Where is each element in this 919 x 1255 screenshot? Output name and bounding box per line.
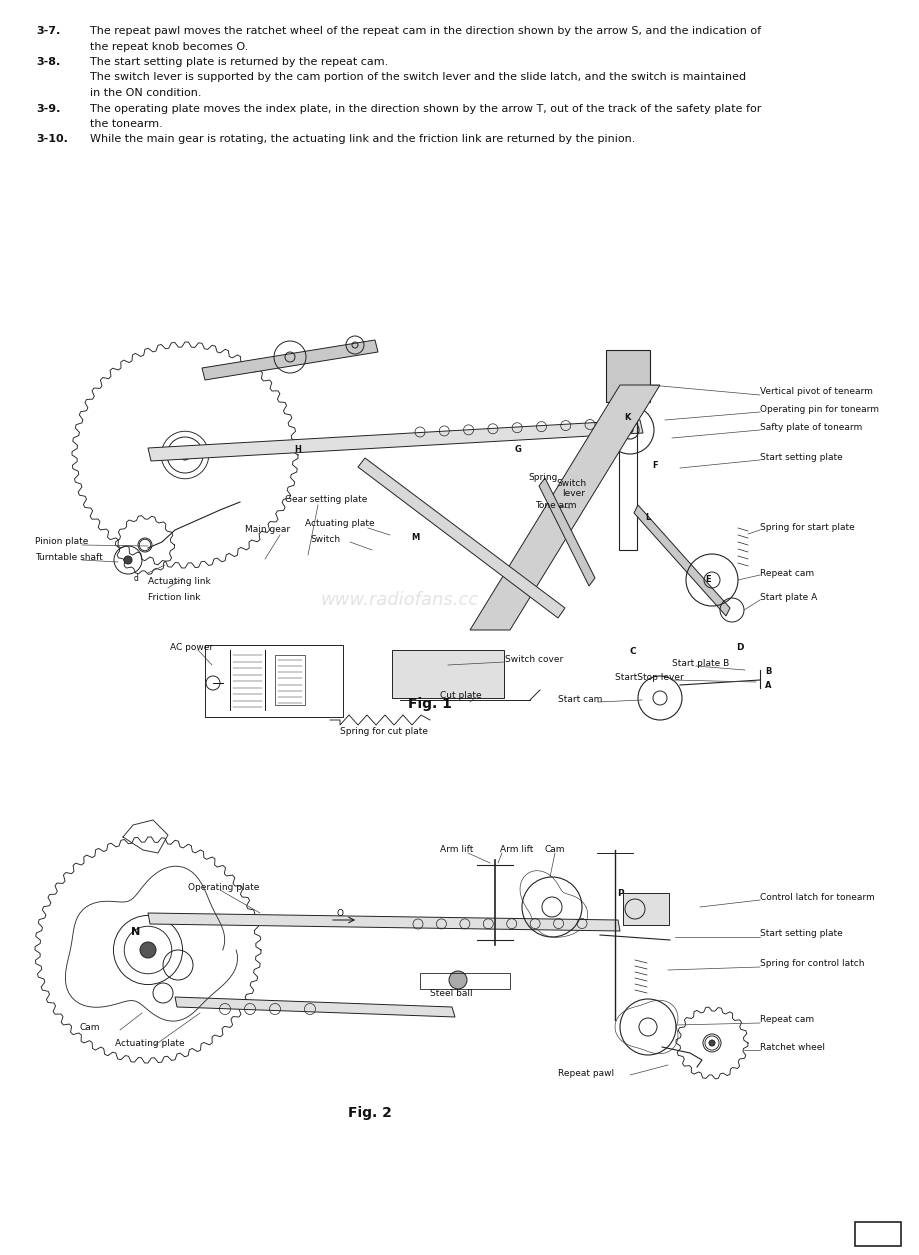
Text: B: B [765, 668, 770, 676]
Circle shape [709, 1040, 714, 1045]
Text: Actuating plate: Actuating plate [115, 1038, 185, 1048]
Bar [618, 405, 636, 550]
Text: Switch cover: Switch cover [505, 655, 562, 664]
Text: Start plate A: Start plate A [759, 594, 816, 602]
Text: Fig. 2: Fig. 2 [347, 1106, 391, 1119]
Text: Start setting plate: Start setting plate [759, 930, 842, 939]
Text: L: L [644, 513, 650, 522]
Text: Friction link: Friction link [148, 594, 200, 602]
Polygon shape [539, 478, 595, 586]
Circle shape [180, 451, 190, 461]
Text: Main gear: Main gear [244, 526, 289, 535]
Text: Gear setting plate: Gear setting plate [285, 496, 367, 505]
Text: Ratchet wheel: Ratchet wheel [759, 1043, 824, 1052]
Bar [622, 894, 668, 925]
Text: Turntable shaft: Turntable shaft [35, 553, 103, 562]
Text: the repeat knob becomes O.: the repeat knob becomes O. [90, 41, 248, 51]
Text: D: D [735, 643, 743, 651]
Text: The start setting plate is returned by the repeat cam.: The start setting plate is returned by t… [90, 56, 388, 67]
Text: Cam: Cam [544, 846, 565, 855]
Text: Spring for cut plate: Spring for cut plate [340, 728, 427, 737]
Polygon shape [633, 505, 729, 616]
Polygon shape [357, 458, 564, 617]
Text: Start cam: Start cam [558, 695, 602, 704]
Text: K: K [623, 413, 630, 423]
Bar [854, 1222, 900, 1246]
Text: Repeat cam: Repeat cam [759, 569, 813, 577]
Text: AC power: AC power [170, 643, 213, 651]
Text: 3-9.: 3-9. [36, 103, 61, 113]
Text: The operating plate moves the index plate, in the direction shown by the arrow T: The operating plate moves the index plat… [90, 103, 761, 113]
Text: Operating plate: Operating plate [187, 882, 259, 891]
Text: A: A [765, 681, 771, 690]
Text: Switch: Switch [555, 479, 585, 488]
Bar [275, 655, 305, 705]
Text: F: F [652, 461, 657, 469]
Bar [420, 973, 509, 989]
Polygon shape [148, 420, 642, 461]
Text: Tone arm: Tone arm [535, 502, 576, 511]
Text: Repeat cam: Repeat cam [759, 1015, 813, 1024]
Text: O: O [336, 909, 343, 917]
Text: Arm lift: Arm lift [439, 846, 473, 855]
Text: Vertical pivot of tenearm: Vertical pivot of tenearm [759, 388, 872, 397]
Text: Spring for control latch: Spring for control latch [759, 960, 864, 969]
Text: P: P [616, 889, 623, 897]
Circle shape [448, 971, 467, 989]
Text: M: M [411, 533, 419, 542]
Bar [606, 350, 650, 402]
Text: The switch lever is supported by the cam portion of the switch lever and the sli: The switch lever is supported by the cam… [90, 73, 745, 83]
Text: Actuating plate: Actuating plate [305, 520, 374, 528]
Text: Arm lift: Arm lift [499, 846, 533, 855]
Bar [391, 650, 504, 698]
Text: While the main gear is rotating, the actuating link and the friction link are re: While the main gear is rotating, the act… [90, 134, 635, 144]
Text: Actuating link: Actuating link [148, 577, 210, 586]
Text: Spring: Spring [528, 473, 557, 482]
Polygon shape [202, 340, 378, 380]
Text: Start setting plate: Start setting plate [759, 453, 842, 463]
Circle shape [124, 556, 131, 563]
Text: in the ON condition.: in the ON condition. [90, 88, 201, 98]
Text: d: d [133, 574, 138, 584]
Text: G: G [514, 446, 521, 454]
Text: www.radiofans.cc: www.radiofans.cc [321, 591, 479, 609]
Text: the tonearm.: the tonearm. [90, 119, 163, 129]
Text: N: N [131, 927, 141, 937]
Bar [205, 645, 343, 717]
Polygon shape [175, 996, 455, 1017]
Text: H: H [294, 444, 301, 453]
Text: Control latch for tonearm: Control latch for tonearm [759, 892, 874, 901]
Text: Switch: Switch [310, 536, 340, 545]
Polygon shape [148, 912, 619, 931]
Text: Operating pin for tonearm: Operating pin for tonearm [759, 405, 878, 414]
Text: E: E [705, 576, 710, 585]
Text: Spring for start plate: Spring for start plate [759, 523, 854, 532]
Circle shape [627, 427, 632, 433]
Circle shape [140, 943, 156, 958]
Text: Cam: Cam [80, 1023, 100, 1032]
Text: StartStop lever: StartStop lever [614, 674, 683, 683]
Text: Steel ball: Steel ball [429, 989, 472, 998]
Text: Pinion plate: Pinion plate [35, 537, 88, 546]
Text: Safty plate of tonearm: Safty plate of tonearm [759, 423, 861, 433]
Polygon shape [470, 385, 659, 630]
Text: Cut plate: Cut plate [439, 690, 482, 699]
Text: 3-10.: 3-10. [36, 134, 68, 144]
Text: C: C [629, 648, 636, 656]
Text: The repeat pawl moves the ratchet wheel of the repeat cam in the direction shown: The repeat pawl moves the ratchet wheel … [90, 26, 760, 36]
Text: 3-7.: 3-7. [36, 26, 60, 36]
Text: Fig. 1: Fig. 1 [408, 697, 451, 712]
Text: Start plate B: Start plate B [671, 659, 729, 668]
Text: Repeat pawl: Repeat pawl [558, 1068, 614, 1078]
Text: ⊙: ⊙ [180, 451, 189, 461]
Text: 3-8.: 3-8. [36, 56, 60, 67]
Text: 2: 2 [872, 1227, 882, 1241]
Text: lever: lever [562, 488, 584, 497]
